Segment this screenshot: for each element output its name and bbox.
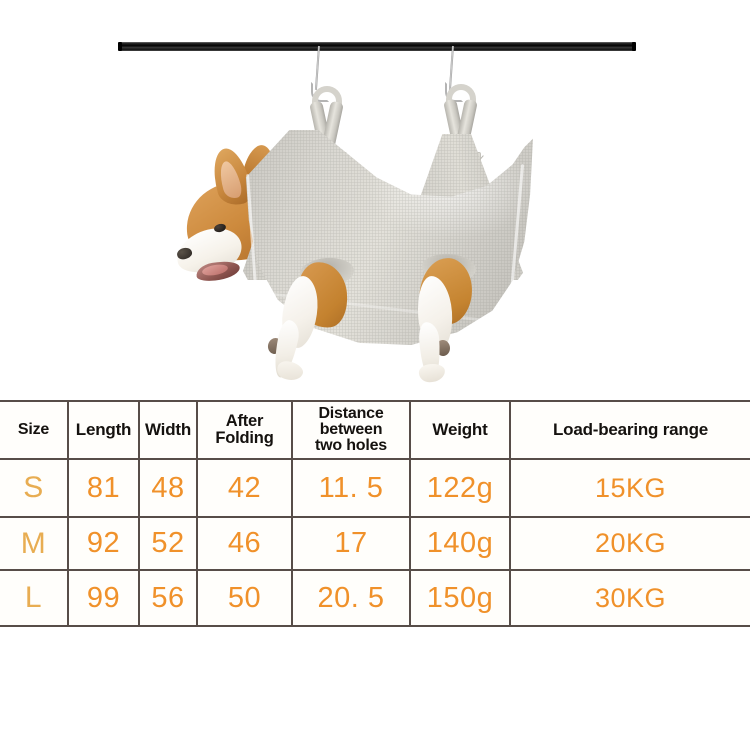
header-after-folding-line2: Folding [215, 429, 274, 447]
cell-after-folding: 42 [196, 458, 293, 518]
hanging-bar-cap-right [632, 42, 636, 51]
specification-table: Size Length Width After Folding Distance… [0, 400, 750, 627]
header-length: Length [67, 400, 140, 460]
cell-load-bearing-range: 30KG [509, 569, 750, 627]
hanging-bar [120, 42, 636, 51]
table-row: S 81 48 42 11. 5 122g 15KG [0, 458, 750, 518]
cell-size: S [0, 458, 69, 518]
hanging-bar-cap-left [118, 42, 122, 51]
table-row: L 99 56 50 20. 5 150g 30KG [0, 569, 750, 627]
cell-width: 52 [138, 516, 198, 571]
cell-distance: 20. 5 [291, 569, 411, 627]
header-distance-line2: between [319, 420, 383, 438]
cell-width: 56 [138, 569, 198, 627]
table-header-row: Size Length Width After Folding Distance… [0, 400, 750, 460]
cell-distance: 17 [291, 516, 411, 571]
table-row: M 92 52 46 17 140g 20KG [0, 516, 750, 571]
product-photo [0, 0, 750, 400]
spec-table: Size Length Width After Folding Distance… [0, 400, 750, 627]
cell-length: 92 [67, 516, 140, 571]
dog-paw-front-right [418, 362, 446, 384]
cell-weight: 150g [409, 569, 511, 627]
cell-after-folding: 46 [196, 516, 293, 571]
header-size: Size [0, 400, 69, 460]
header-after-folding-line1: After [225, 411, 264, 430]
cell-distance: 11. 5 [291, 458, 411, 518]
cell-size: L [0, 569, 69, 627]
header-load-bearing-range: Load-bearing range [509, 400, 750, 460]
header-after-folding: After Folding [196, 400, 293, 460]
header-distance-between-two-holes: Distance between two holes [291, 400, 411, 460]
dog-paw-front-left [275, 358, 305, 384]
cell-weight: 140g [409, 516, 511, 571]
header-width: Width [138, 400, 198, 460]
cell-length: 81 [67, 458, 140, 518]
cell-length: 99 [67, 569, 140, 627]
cell-width: 48 [138, 458, 198, 518]
cell-weight: 122g [409, 458, 511, 518]
cell-load-bearing-range: 20KG [509, 516, 750, 571]
header-distance-line1: Distance [318, 404, 384, 422]
header-distance-line3: two holes [315, 437, 387, 455]
cell-load-bearing-range: 15KG [509, 458, 750, 518]
header-weight: Weight [409, 400, 511, 460]
cell-after-folding: 50 [196, 569, 293, 627]
mesh-grooming-sling [243, 130, 533, 345]
cell-size: M [0, 516, 69, 571]
